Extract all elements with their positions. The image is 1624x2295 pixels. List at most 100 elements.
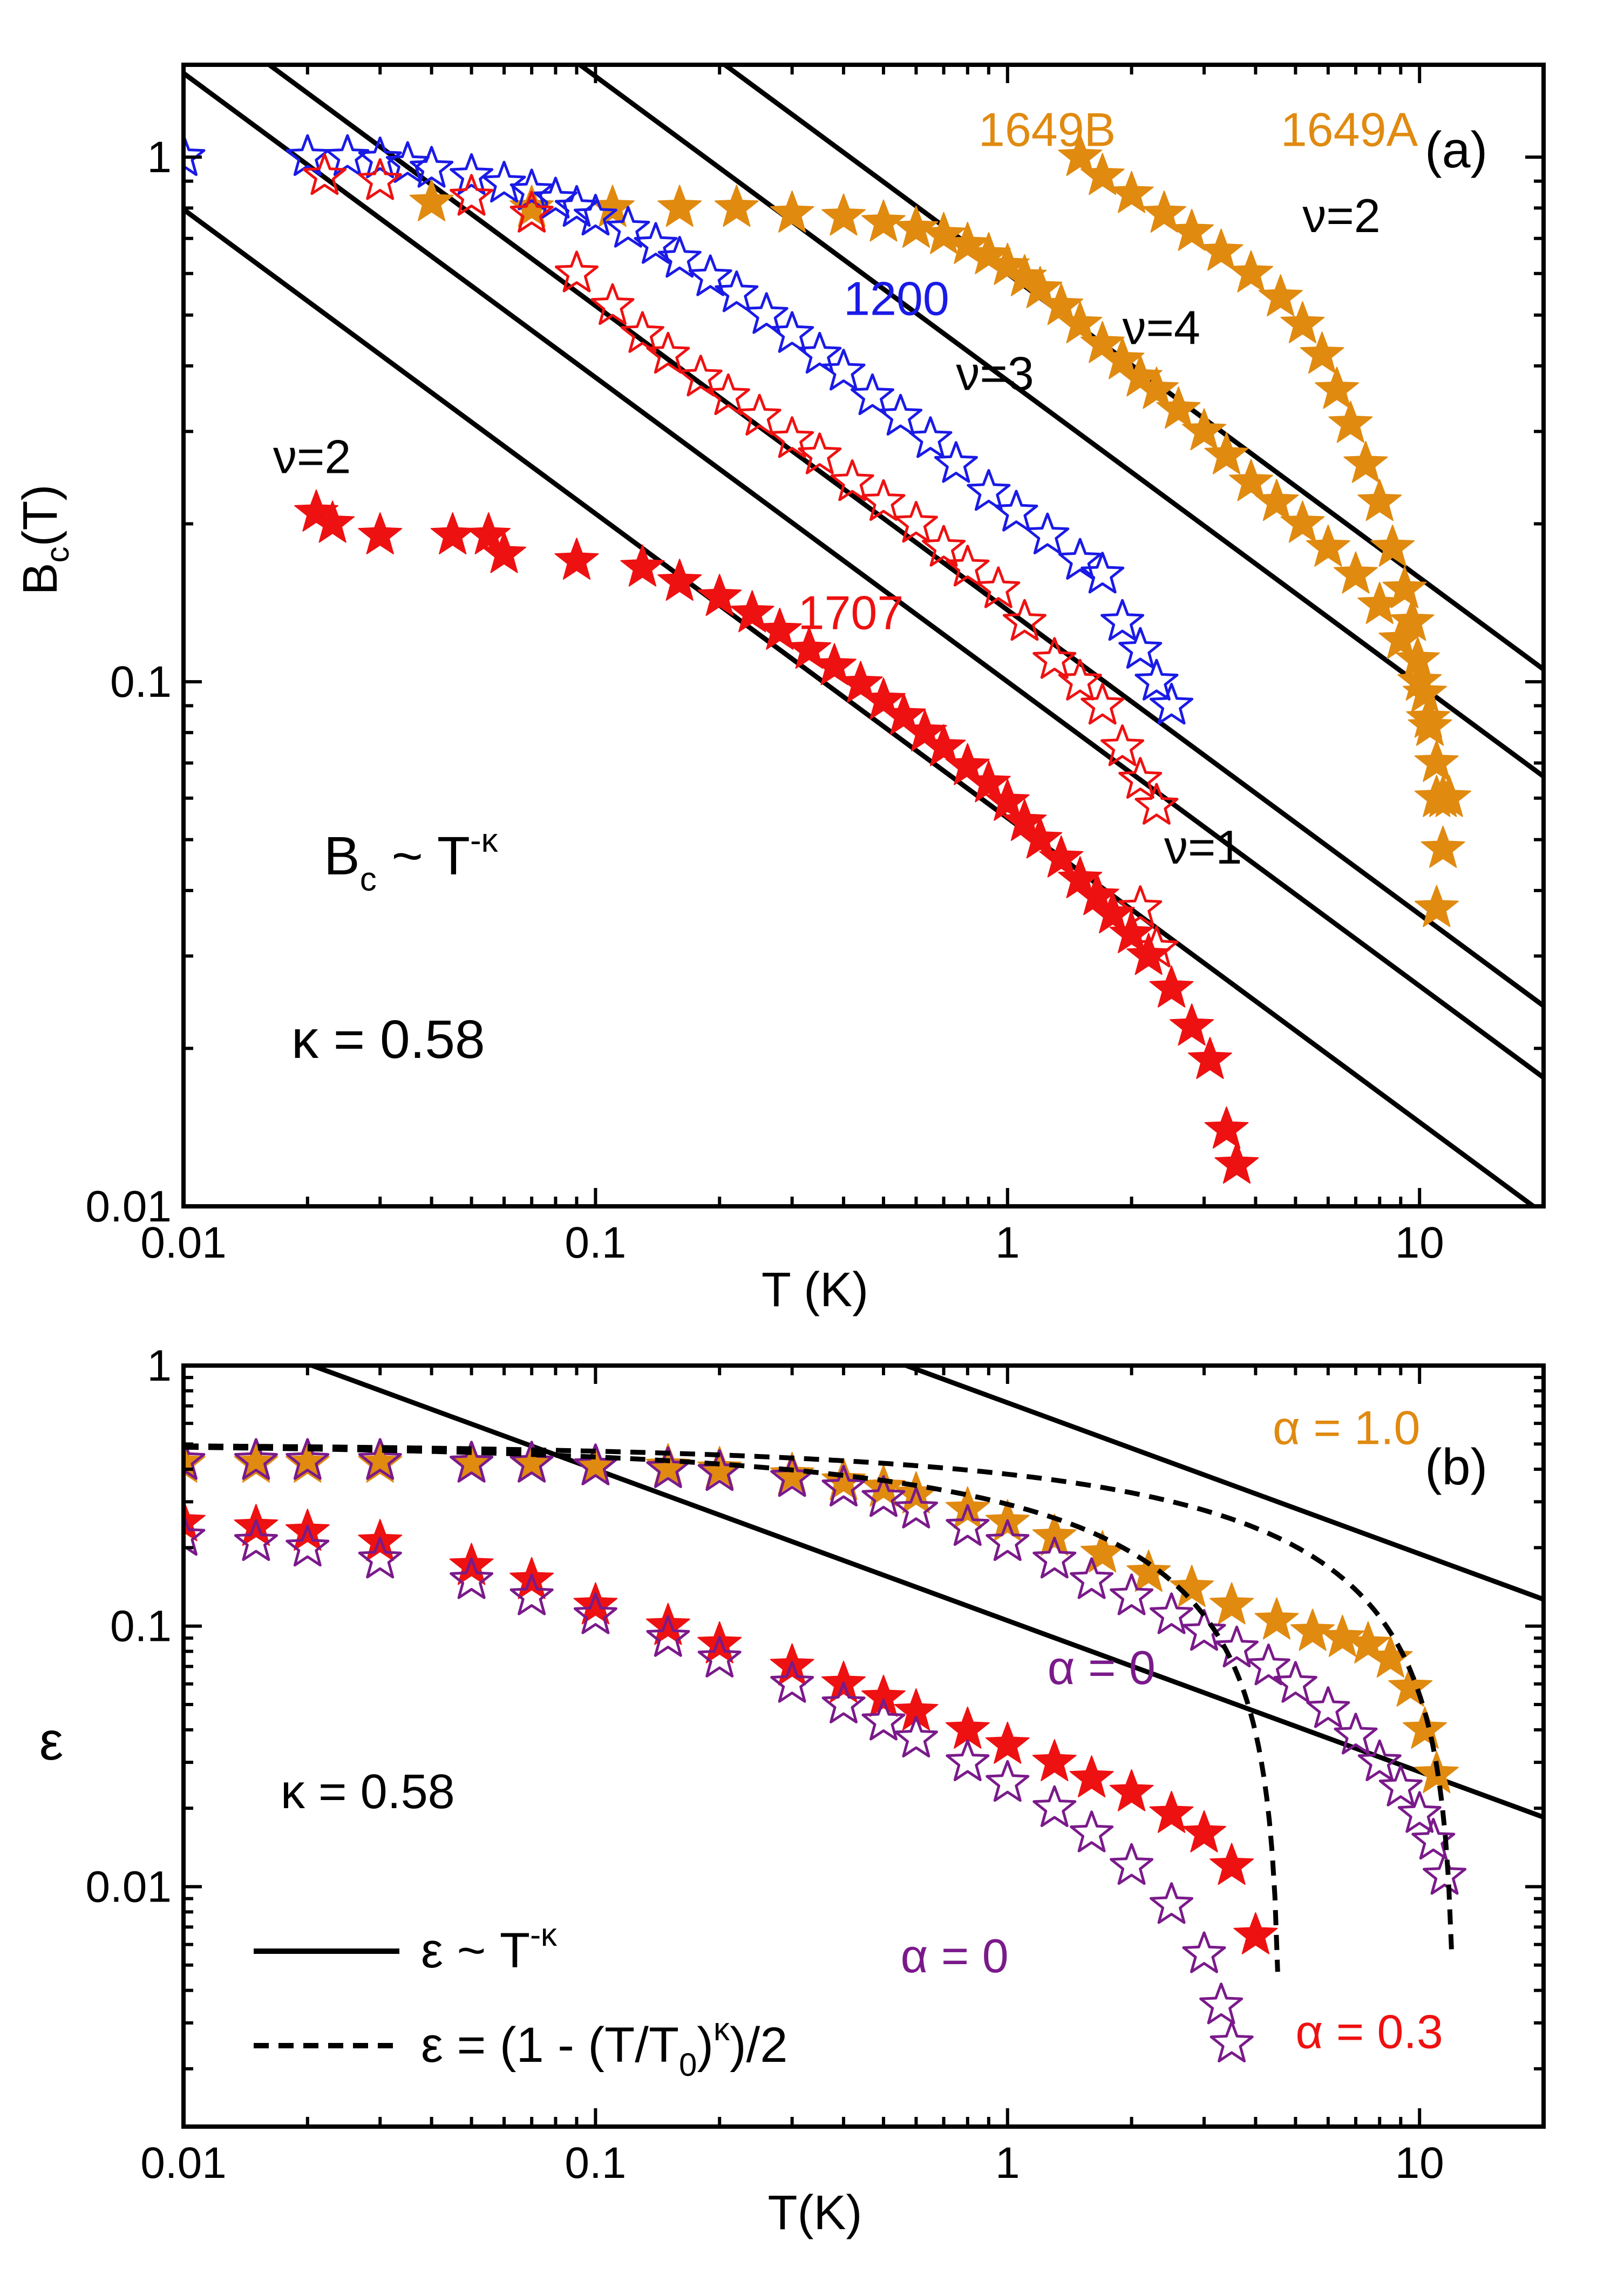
series-2-point-6 — [573, 1582, 618, 1625]
series-0-point-9 — [1300, 331, 1344, 374]
series-3-point-20 — [1032, 637, 1077, 679]
series-1-point-3 — [657, 185, 702, 227]
series-1-point-13 — [946, 1504, 990, 1546]
x-tick-label: 10 — [1395, 1218, 1444, 1267]
series-2-point-30 — [1100, 599, 1145, 641]
panel-label: (a) — [1425, 121, 1487, 179]
series-0-point-2 — [1109, 171, 1154, 213]
series-3-point-5 — [590, 283, 635, 325]
series-4-point-34 — [1214, 1142, 1259, 1184]
y-tick-label: 0.01 — [85, 1862, 172, 1911]
series-2-point-7 — [645, 1603, 690, 1645]
series-4-point-7 — [620, 544, 665, 587]
series-2-point-12 — [894, 1688, 939, 1730]
series-2-point-26 — [994, 490, 1038, 532]
series-4-point-24 — [1039, 835, 1084, 878]
series-3-point-26 — [1118, 885, 1163, 927]
series-2-point-1 — [234, 1504, 278, 1546]
series-3-point-6 — [573, 1592, 617, 1634]
series-3-point-0 — [184, 1513, 206, 1556]
series-1-point-2 — [286, 1438, 330, 1480]
series-2-point-6 — [450, 153, 494, 195]
annotation: ν=2 — [1302, 189, 1380, 242]
series-3-point-11 — [861, 1699, 906, 1741]
series-2-point-8 — [509, 168, 554, 211]
series-4-point-12 — [787, 627, 832, 669]
series-1-point-20 — [1134, 366, 1179, 409]
series-3-point-18 — [1150, 1882, 1194, 1924]
plot-frame — [181, 1363, 1546, 2129]
y-axis-label: Bc(T) — [13, 485, 76, 595]
ticks — [182, 1364, 1545, 2127]
series-1-point-1 — [234, 1438, 278, 1480]
series-2-point-28 — [1058, 538, 1102, 580]
series-0-point-13 — [1357, 479, 1402, 521]
annotation: 1707 — [798, 586, 904, 640]
dashed-curve-1 — [184, 1444, 1280, 1972]
series-0-point-23 — [1346, 1621, 1390, 1663]
series-3-point-2 — [286, 1524, 330, 1567]
plot-area — [184, 1366, 1544, 2062]
series-2-point-13 — [634, 222, 678, 264]
y-tick-label: 1 — [147, 133, 172, 182]
series-1-point-15 — [1032, 1537, 1077, 1579]
series-1-point-9 — [921, 212, 966, 254]
fit-line-0 — [184, 206, 1538, 1206]
series-3-point-19 — [1002, 599, 1047, 641]
series-1-point-6 — [821, 193, 866, 236]
series-4-point-20 — [966, 760, 1011, 803]
series-3 — [184, 1513, 1254, 2062]
series-3-point-10 — [821, 1681, 866, 1723]
series-4 — [294, 489, 1259, 1184]
series-1-point-12 — [894, 1486, 938, 1529]
y-tick-label: 1 — [147, 1341, 172, 1390]
series-2-point-15 — [688, 254, 732, 296]
series-3-point-16 — [922, 525, 966, 567]
series-2-point-0 — [184, 134, 206, 176]
series-0-point-22 — [1320, 1614, 1365, 1657]
series-4-point-19 — [945, 743, 990, 785]
series-1-point-18 — [1100, 337, 1145, 379]
series-0-point-3 — [1142, 191, 1186, 233]
panel-label: (b) — [1425, 1438, 1487, 1496]
series-0-point-8 — [697, 1446, 742, 1489]
series-3-point-11 — [770, 416, 814, 458]
series-0-point-10 — [1315, 366, 1359, 409]
y-tick-label: 0.1 — [110, 657, 172, 707]
series-3-point-17 — [946, 545, 990, 587]
annotation: ν=4 — [1123, 301, 1200, 355]
series-3-point-14 — [861, 479, 906, 521]
series-0-point-24 — [1368, 1635, 1413, 1678]
series-1-point-17 — [1110, 1573, 1154, 1615]
series-3-point-3 — [509, 191, 554, 233]
series-4-point-29 — [1126, 933, 1171, 975]
fit-line-4 — [721, 65, 1544, 673]
series-2-point-20 — [821, 349, 866, 391]
series-2-point-3 — [358, 136, 402, 179]
series-1-point-27 — [1306, 525, 1350, 567]
series-1-point-21 — [1156, 386, 1201, 429]
series-1-point-2 — [590, 185, 635, 227]
series-3-point-6 — [620, 311, 664, 353]
series-2-point-7 — [482, 160, 526, 203]
series-1-point-15 — [1039, 283, 1084, 325]
series-2-point-24 — [934, 441, 978, 483]
series-2-point-17 — [744, 292, 789, 334]
annotation: ν=3 — [956, 347, 1034, 400]
series-2-point-1 — [286, 134, 330, 176]
series-2-point-12 — [606, 206, 650, 248]
series-4-point-8 — [657, 559, 702, 601]
series-0-point-0 — [1058, 134, 1103, 176]
series-2-point-14 — [985, 1721, 1030, 1764]
series-1-point-23 — [1204, 432, 1249, 474]
series-1 — [409, 179, 1471, 817]
x-axis-label: T (K) — [762, 1263, 868, 1317]
series-3-point-0 — [302, 153, 346, 195]
series-0-point-19 — [1209, 1582, 1254, 1625]
panel-a: 0.01 0.1 1 10 0.01 0.1 1 T (K) Bc(T) (a) 1649B 1649… — [13, 63, 1546, 1317]
y-tick-label: 0.01 — [85, 1182, 172, 1231]
series-2-point-21 — [1233, 1912, 1278, 1954]
series-3-point-13 — [946, 1739, 990, 1781]
series-0-point-22 — [1414, 885, 1459, 927]
